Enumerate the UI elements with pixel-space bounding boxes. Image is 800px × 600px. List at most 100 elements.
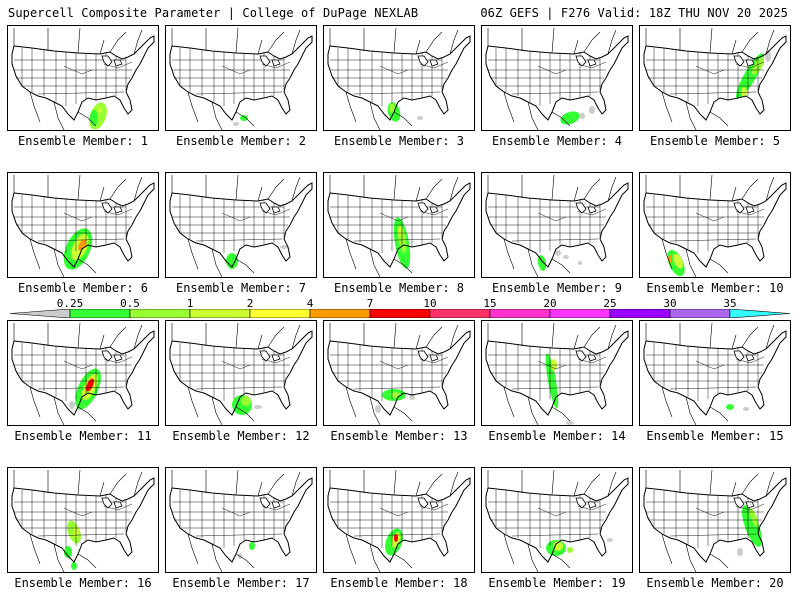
scp-contour [589,106,595,114]
map-panel-member-18 [323,467,475,573]
member-caption: Ensemble Member: 16 [14,576,152,590]
colorbar-tick-label: 2 [246,297,254,310]
state-borders [330,343,449,401]
scp-contour [280,245,288,249]
coastline [643,477,787,563]
state-borders [14,48,133,106]
scp-contour [555,250,561,256]
map-panel-member-17 [165,467,317,573]
colorbar-segment [549,309,611,318]
scp-contour [398,226,402,236]
member-caption: Ensemble Member: 10 [646,281,784,295]
scp-field [69,368,101,410]
national-borders [487,322,617,425]
us-map [11,174,155,277]
coastline [11,35,155,121]
coastline [169,477,313,563]
us-map [11,322,155,425]
map-panel-member-15 [639,320,791,426]
member-caption: Ensemble Member: 2 [175,134,307,148]
member-caption: Ensemble Member: 9 [491,281,623,295]
colorbar-segment [69,309,131,318]
great-lakes [259,55,281,67]
colorbar-tick-label: 30 [663,297,677,310]
member-caption: Ensemble Member: 14 [488,429,626,443]
member-caption: Ensemble Member: 3 [333,134,465,148]
scp-contour [741,87,747,97]
coastline [485,182,629,268]
scp-contour [226,253,238,269]
member-caption: Ensemble Member: 4 [491,134,623,148]
colorbar-tick-label: 0.25 [56,297,84,310]
state-borders [172,195,291,253]
great-lakes [259,350,281,362]
scp-contour [391,392,401,398]
great-lakes [733,202,755,214]
scp-contour [69,401,75,409]
map-panel-member-11 [7,320,159,426]
coastline [643,330,787,416]
us-map [327,174,471,277]
scp-contour [98,107,102,113]
national-borders [487,469,617,572]
state-borders [488,195,607,253]
national-borders [13,174,143,277]
coastline [327,330,471,416]
state-borders [646,195,765,253]
scp-field [667,249,685,277]
coastline [11,182,155,268]
map-panel-member-20 [639,467,791,573]
colorbar-tick-label: 7 [366,297,374,310]
scp-contour [417,116,423,120]
scp-field [238,542,255,559]
us-map [169,469,313,572]
great-lakes [417,55,439,67]
scp-contour [389,103,395,113]
scp-contour [578,261,582,265]
scp-contour [673,253,683,269]
colorbar-segment [189,309,251,318]
national-borders [487,174,617,277]
national-borders [645,27,775,130]
scp-contour [668,255,672,263]
scp-contour [233,122,239,126]
us-map [643,322,787,425]
state-borders [646,490,765,548]
scp-contour [537,255,547,271]
colorbar-tick-label: 20 [543,297,557,310]
national-borders [171,322,301,425]
coastline [169,330,313,416]
us-map [485,174,629,277]
national-borders [329,469,459,572]
state-borders [646,48,765,106]
great-lakes [259,202,281,214]
colorbar-segment [729,309,790,318]
scp-contour [749,508,759,528]
coastline [327,35,471,121]
great-lakes [575,497,597,509]
great-lakes [733,55,755,67]
coastline [169,182,313,268]
scp-contour [409,394,415,400]
us-map [327,27,471,130]
member-caption: Ensemble Member: 18 [330,576,468,590]
us-map [11,469,155,572]
great-lakes [575,55,597,67]
scp-contour [607,538,613,542]
scp-contour [737,548,743,556]
us-map [11,27,155,130]
us-map [643,469,787,572]
map-panel-member-14 [481,320,633,426]
coastline [169,35,313,121]
colorbar-segment [489,309,551,318]
coastline [327,477,471,563]
scp-field [233,115,248,126]
map-panel-member-4 [481,25,633,131]
coastline [643,35,787,121]
header-title-left: Supercell Composite Parameter | College … [8,6,419,20]
member-caption: Ensemble Member: 7 [175,281,307,295]
scp-field [89,102,107,130]
member-caption: Ensemble Member: 6 [17,281,149,295]
colorbar-segment [10,309,71,318]
scp-contour [238,553,242,559]
